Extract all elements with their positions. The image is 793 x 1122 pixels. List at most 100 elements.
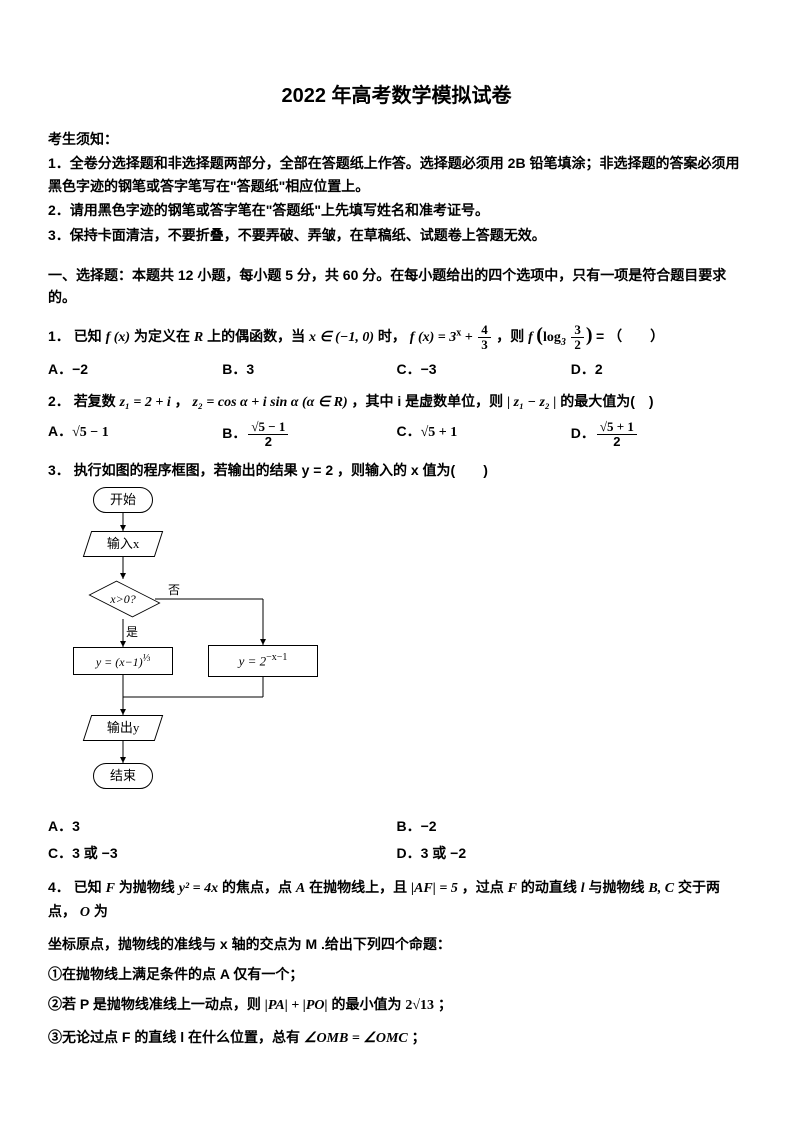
fc-right-a: y = 2: [239, 653, 267, 668]
q4-tg: 与抛物线: [589, 879, 645, 895]
q1-label: 1．: [48, 328, 70, 344]
q2-a-val: √5 − 1: [72, 425, 109, 440]
fc-right-box: y = 2−x−1: [208, 645, 318, 677]
fc-input-label: 输入x: [107, 534, 140, 555]
fc-input: 输入x: [83, 531, 163, 557]
q4-s3: ③无论过点 F 的直线 l 在什么位置，总有 ∠OMB = ∠OMC ；: [48, 1026, 745, 1050]
q1-opt-a: A．−2: [48, 358, 222, 380]
q2-tc: 的最大值为( ): [560, 393, 653, 409]
q4-s2-d: 2√13: [405, 998, 434, 1013]
q1-ta: 已知: [74, 328, 102, 344]
q2-ta: 若复数: [74, 393, 116, 409]
q3-opt-d: D．3 或 −2: [397, 842, 746, 864]
fc-right-exp: −x−1: [266, 652, 287, 663]
q4-te: ，过点: [462, 879, 504, 895]
q1-frac-num: 4: [478, 323, 491, 338]
q3-opt-b: B．−2: [397, 815, 746, 837]
section-1-head: 一、选择题：本题共 12 小题，每小题 5 分，共 60 分。在每小题给出的四个…: [48, 264, 745, 309]
q1-eq-l: f (x) = 3: [410, 330, 456, 345]
q2-d-num: √5 + 1: [597, 420, 637, 435]
q2-a-pre: A．: [48, 423, 72, 439]
question-1: 1． 已知 f (x) 为定义在 R 上的偶函数，当 x ∈ (−1, 0) 时…: [48, 319, 745, 352]
q2-b-num: √5 − 1: [248, 420, 288, 435]
q4-l: l: [581, 881, 585, 896]
q1-R: R: [194, 330, 203, 345]
q2-tb: ，其中 i 是虚数单位，则: [352, 393, 504, 409]
q1-log: log: [543, 330, 561, 345]
q1-frac-den: 3: [478, 338, 491, 352]
q2-z2: z₂ = cos α + i sin α (α ∈ R): [193, 395, 348, 410]
fc-left-box: y = (x−1)⅓: [73, 647, 173, 675]
fc-left-eq: y = (x−1): [96, 655, 143, 669]
question-4: 4． 已知 F 为抛物线 y² = 4x 的焦点，点 A 在抛物线上，且 |AF…: [48, 876, 745, 925]
fc-end: 结束: [93, 763, 153, 789]
fc-yes-label: 是: [126, 623, 138, 642]
q3-options: A．3 B．−2 C．3 或 −3 D．3 或 −2: [48, 813, 745, 866]
q3-label: 3．: [48, 462, 70, 478]
q2-comma: ，: [175, 393, 189, 409]
q2-options: A．√5 − 1 B．√5 − 12 C．√5 + 1 D．√5 + 12: [48, 420, 745, 448]
q2-abs: | z₁ − z₂ |: [507, 395, 556, 410]
fc-left-label: y = (x−1)⅓: [96, 651, 150, 672]
q1-eq: f (x) = 3x + 43: [410, 330, 496, 345]
q4-af: |AF| = 5: [411, 881, 458, 896]
q3-text: 执行如图的程序框图，若输出的结果 y = 2 ，则输入的 x 值为( ): [74, 462, 488, 478]
question-2: 2． 若复数 z₁ = 2 + i ， z₂ = cos α + i sin α…: [48, 390, 745, 414]
instructions-head: 考生须知：: [48, 128, 745, 150]
q1-tc: 上的偶函数，当: [207, 328, 305, 344]
q4-para: y² = 4x: [179, 881, 218, 896]
instruction-1: 1．全卷分选择题和非选择题两部分，全部在答题纸上作答。选择题必须用 2B 铅笔填…: [48, 152, 745, 197]
instructions-block: 考生须知： 1．全卷分选择题和非选择题两部分，全部在答题纸上作答。选择题必须用 …: [48, 128, 745, 246]
q4-s2-a: ②若 P 是抛物线准线上一动点，则: [48, 996, 261, 1012]
q4-tb: 为抛物线: [119, 879, 175, 895]
q1-f2: f (log3 32): [528, 330, 596, 345]
q1-fx: f (x): [106, 330, 131, 345]
q4-A: A: [296, 881, 305, 896]
q4-s3-a: ③无论过点 F 的直线 l 在什么位置，总有: [48, 1029, 300, 1045]
q4-F2: F: [508, 881, 517, 896]
fc-cond-label: x>0?: [91, 579, 155, 619]
q4-s2-b: |PA| + |PO|: [265, 998, 328, 1013]
fc-output: 输出y: [83, 715, 163, 741]
q4-s3-b: ∠OMB = ∠OMC: [304, 1031, 408, 1046]
q1-opt-c: C．−3: [397, 358, 571, 380]
q4-line2: 坐标原点，抛物线的准线与 x 轴的交点为 M .给出下列四个命题：: [48, 933, 745, 955]
q4-s2: ②若 P 是抛物线准线上一动点，则 |PA| + |PO| 的最小值为 2√13…: [48, 993, 745, 1017]
q2-opt-d: D．√5 + 12: [571, 420, 745, 448]
exam-page: 2022 年高考数学模拟试卷 考生须知： 1．全卷分选择题和非选择题两部分，全部…: [0, 0, 793, 1122]
q2-d-pre: D．: [571, 425, 595, 441]
fc-left-exp: ⅓: [143, 653, 151, 664]
q2-d-den: 2: [597, 435, 637, 449]
q1-td: 时，: [378, 328, 406, 344]
q1-opt-b: B．3: [222, 358, 396, 380]
fc-start-label: 开始: [110, 490, 136, 511]
q1-cond: x ∈ (−1, 0): [309, 330, 374, 345]
fc-start: 开始: [93, 487, 153, 513]
q1-f2-sym: f: [528, 330, 533, 345]
q2-opt-a: A．√5 − 1: [48, 420, 222, 448]
q1-opt-d: D．2: [571, 358, 745, 380]
q4-s2-c: 的最小值为: [331, 996, 401, 1012]
q1-te: ，则: [496, 328, 524, 344]
q4-tf: 的动直线: [521, 879, 577, 895]
q2-b-pre: B．: [222, 425, 246, 441]
q1-eq-plus: +: [461, 330, 476, 345]
instruction-3: 3．保持卡面清洁，不要折叠，不要弄破、弄皱，在草稿纸、试题卷上答题无效。: [48, 224, 745, 246]
q4-F: F: [106, 881, 115, 896]
q2-opt-c: C．√5 + 1: [397, 420, 571, 448]
q4-BC: B, C: [648, 881, 674, 896]
q2-opt-b: B．√5 − 12: [222, 420, 396, 448]
fc-decision: x>0?: [91, 579, 155, 619]
q4-label: 4．: [48, 879, 70, 895]
flowchart: 开始 输入x x>0? 是 否 y = (x−1)⅓ y = 2−x−1 输出y…: [68, 487, 368, 807]
page-title: 2022 年高考数学模拟试卷: [48, 80, 745, 112]
q1-log-base: 3: [561, 337, 566, 348]
q4-ti: 为: [94, 903, 108, 919]
q1-log-den: 2: [571, 338, 584, 352]
q1-tail: = （ ）: [596, 328, 664, 344]
fc-output-label: 输出y: [107, 718, 140, 739]
fc-end-label: 结束: [110, 766, 136, 787]
q4-ta: 已知: [74, 879, 102, 895]
q2-b-den: 2: [248, 435, 288, 449]
q4-td: 在抛物线上，且: [309, 879, 407, 895]
